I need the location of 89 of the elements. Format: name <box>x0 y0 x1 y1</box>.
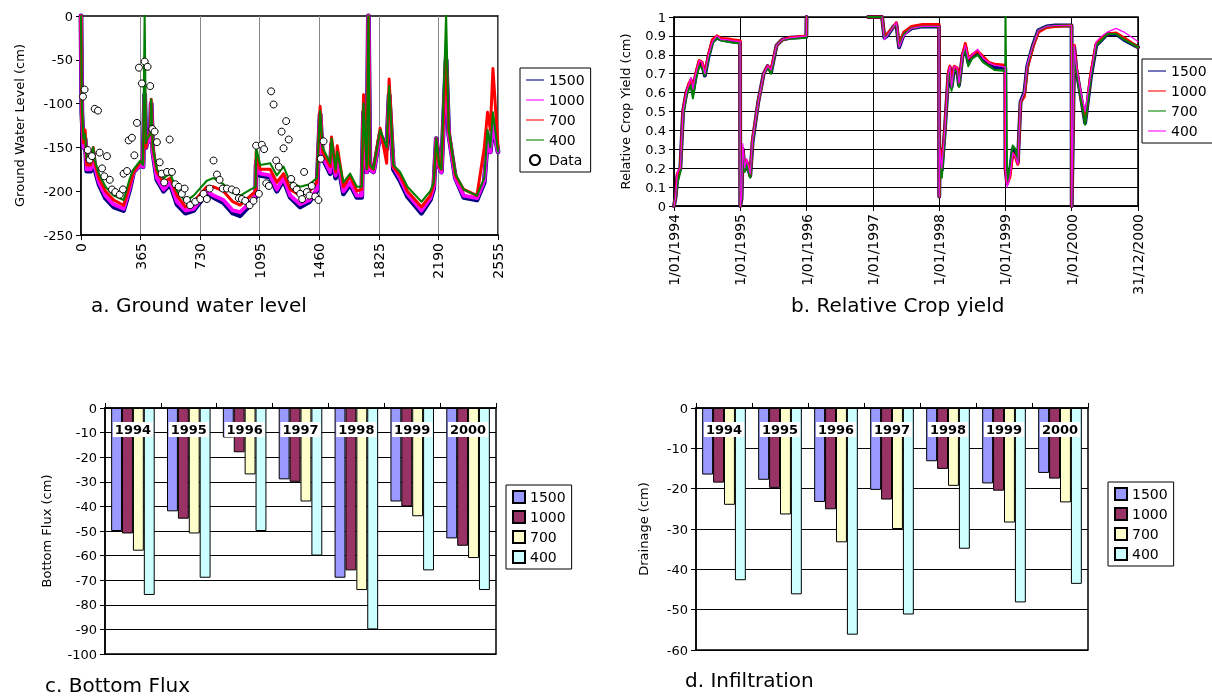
y-tick-label: -100 <box>43 96 73 112</box>
x-tick-label: 1460 <box>311 243 328 279</box>
x-tick-label: 2555 <box>490 243 506 279</box>
x-tick-label: 1995 <box>170 422 207 437</box>
text: c. Bottom Flux <box>45 673 191 697</box>
y-tick-label: -40 <box>666 561 688 577</box>
x-tick-label: 1997 <box>873 422 911 437</box>
y-tick-label: 0.4 <box>645 122 666 138</box>
x-tick-label: 1996 <box>226 422 263 437</box>
y-axis-title: Ground Water Level (cm) <box>12 44 27 207</box>
y-tick-label: -60 <box>75 548 97 564</box>
legend-label: 1500 <box>1171 63 1207 79</box>
y-tick-label: 0 <box>88 400 97 416</box>
y-axis-title: Bottom Flux (cm) <box>39 474 54 588</box>
y-tick-label: 0 <box>657 198 666 214</box>
y-tick-label: -20 <box>75 449 97 465</box>
y-tick-label: -90 <box>75 621 97 637</box>
y-tick-label: -50 <box>51 52 73 68</box>
legend-label: 1000 <box>1171 83 1207 99</box>
x-tick-label: 1997 <box>282 422 319 437</box>
x-tick-label: 1998 <box>338 422 375 437</box>
y-tick-label: -100 <box>67 646 97 662</box>
legend-label: 400 <box>1132 546 1159 562</box>
x-tick-label: 2000 <box>1041 422 1079 437</box>
legend-label: 1500 <box>549 72 585 88</box>
legend-label: 400 <box>1171 123 1198 139</box>
legend-label: Data <box>549 152 583 168</box>
y-tick-label: 0 <box>64 8 73 24</box>
y-tick-label: -60 <box>666 642 688 658</box>
y-tick-label: -20 <box>666 481 688 497</box>
y-tick-label: 0 <box>679 400 688 416</box>
x-tick-label: 1996 <box>817 422 855 437</box>
x-tick-label: 1994 <box>114 422 152 437</box>
text: d. Infiltration <box>685 668 814 692</box>
x-tick-label: 1/01/1994 <box>666 213 682 286</box>
x-tick-label: 1/01/1996 <box>798 213 815 286</box>
x-tick-label: 1995 <box>761 422 799 437</box>
x-tick-label: 2190 <box>430 243 447 279</box>
y-tick-label: -30 <box>75 474 97 490</box>
y-tick-label: -40 <box>75 498 97 514</box>
y-tick-label: -80 <box>75 597 97 613</box>
legend-label: 1000 <box>1132 506 1168 522</box>
y-tick-label: -250 <box>43 227 73 243</box>
x-tick-label: 1/01/1995 <box>732 214 749 286</box>
x-tick-label: 1/01/2000 <box>1063 214 1080 286</box>
x-tick-label: 365 <box>132 243 149 270</box>
legend-label: 1500 <box>1132 486 1168 502</box>
x-tick-label: 730 <box>192 243 209 270</box>
y-tick-label: -50 <box>666 602 688 618</box>
y-axis-title: Drainage (cm) <box>636 482 651 576</box>
legend-label: 400 <box>549 132 576 148</box>
x-tick-label: 1998 <box>929 422 967 437</box>
y-tick-label: 1 <box>657 9 666 25</box>
y-tick-label: -10 <box>666 440 688 456</box>
legend-label: 700 <box>1132 526 1159 542</box>
y-axis-title: Relative Crop Yield (cm) <box>618 33 633 190</box>
y-tick-label: -70 <box>75 572 97 588</box>
y-tick-label: 0.2 <box>645 160 666 176</box>
x-tick-label: 1/01/1997 <box>864 214 881 286</box>
legend-label: 1500 <box>530 489 566 505</box>
x-tick-label: 1825 <box>370 243 387 279</box>
y-tick-label: 0.6 <box>645 85 666 101</box>
legend-label: 700 <box>530 529 557 545</box>
x-tick-label: 1999 <box>985 422 1023 437</box>
legend-label: 1000 <box>530 509 566 525</box>
x-tick-label: 1994 <box>705 422 743 437</box>
x-tick-label: 1/01/1999 <box>997 214 1014 286</box>
y-tick-label: 0.1 <box>645 179 666 195</box>
x-tick-label: 2000 <box>449 422 487 437</box>
x-tick-label: 1095 <box>251 243 268 279</box>
legend-label: 700 <box>549 112 576 128</box>
x-tick-label: 1999 <box>394 422 431 437</box>
y-tick-label: -150 <box>43 139 73 155</box>
text: b. Relative Crop yield <box>791 293 1005 317</box>
y-tick-label: -10 <box>75 425 97 441</box>
y-tick-label: 0.9 <box>645 28 666 44</box>
y-tick-label: -50 <box>75 523 97 539</box>
x-tick-label: 31/12/2000 <box>1130 214 1146 295</box>
y-tick-label: 0.5 <box>645 104 666 119</box>
text: a. Ground water level <box>91 293 307 317</box>
legend-label: 1000 <box>549 92 585 108</box>
y-tick-label: 0.7 <box>645 66 666 82</box>
x-tick-label: 1/01/1998 <box>931 214 948 286</box>
y-tick-label: 0.8 <box>645 47 666 63</box>
legend-label: 400 <box>530 549 557 565</box>
y-tick-label: -200 <box>43 183 73 199</box>
y-tick-label: 0.3 <box>645 141 666 157</box>
legend-label: 700 <box>1171 103 1198 119</box>
y-tick-label: -30 <box>666 521 688 537</box>
